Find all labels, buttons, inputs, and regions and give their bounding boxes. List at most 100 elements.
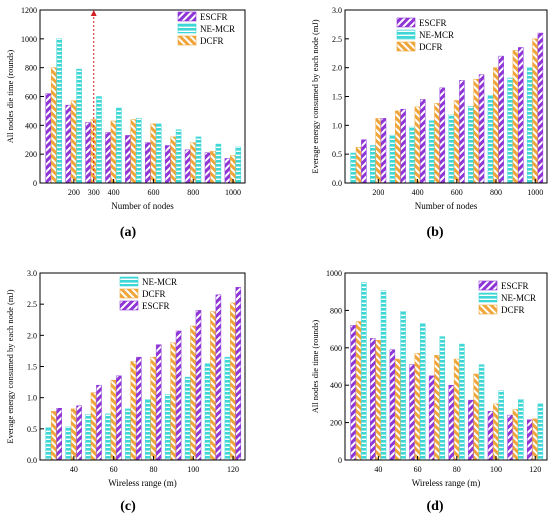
panel-d-legend-swatch-dcfr bbox=[478, 304, 498, 315]
panel-b-legend-label-escfr: ESCFR bbox=[419, 18, 447, 28]
panel-a-ytick-label: 200 bbox=[25, 150, 37, 159]
panel-b-legend-swatch-escfr bbox=[396, 17, 416, 28]
panel-b-legend-label-dcfr: DCFR bbox=[419, 42, 443, 52]
panel-b-bar-escfr-900 bbox=[518, 47, 524, 184]
panel-d: 0 200 400 600 800 1000 40 60 80 100 120 Wireless ra… bbox=[310, 269, 548, 514]
panel-a-legend-label-ne-mcr: NE-MCR bbox=[200, 24, 235, 34]
panel-d-xtick-label: 60 bbox=[414, 465, 422, 474]
panel-a-bar-escfr-600 bbox=[145, 142, 151, 184]
panel-c-xtick-label: 100 bbox=[187, 465, 199, 474]
panel-b-bar-ne-mcr-900 bbox=[507, 77, 513, 184]
panel-c-ylabel: Everage energy consumed by each node (mJ… bbox=[5, 289, 15, 443]
panel-d-axes-frame bbox=[344, 272, 548, 461]
panel-d-bar-ne-mcr-110 bbox=[518, 398, 524, 461]
panel-c-bar-escfr-90 bbox=[175, 330, 182, 461]
panel-c-bar-escfr-40 bbox=[76, 405, 82, 461]
panel-d-bar-dcfr-60 bbox=[414, 353, 421, 461]
panel-a-legend: ESCFR NE-MCR DCFR bbox=[177, 11, 235, 46]
panel-b-bar-escfr-700 bbox=[478, 74, 485, 184]
panel-c-legend-label-dcfr: DCFR bbox=[142, 289, 166, 299]
panel-a-legend-label-escfr: ESCFR bbox=[200, 12, 228, 22]
panel-d-bar-escfr-90 bbox=[468, 399, 474, 461]
panel-d-legend: ESCFR NE-MCR DCFR bbox=[478, 280, 536, 315]
panel-c-legend-swatch-dcfr bbox=[119, 288, 139, 299]
panel-c-bar-dcfr-100 bbox=[190, 325, 196, 461]
panel-b-bar-ne-mcr-700 bbox=[468, 106, 474, 184]
panel-a-bar-escfr-300 bbox=[85, 122, 91, 184]
panel-a-bar-ne-mcr-300 bbox=[96, 96, 102, 184]
panel-c-xtick-label: 40 bbox=[70, 465, 78, 474]
panel-c-ytick-label: 0.5 bbox=[27, 425, 37, 434]
panel-a-bar-escfr-200 bbox=[65, 104, 71, 184]
panel-a-bar-escfr-1000 bbox=[224, 158, 231, 184]
panel-a-bar-dcfr-500 bbox=[130, 119, 137, 184]
panel-d-bar-escfr-40 bbox=[370, 338, 376, 461]
panel-b-bar-ne-mcr-600 bbox=[448, 114, 454, 184]
panel-c-bar-dcfr-60 bbox=[110, 379, 117, 461]
panel-c-legend-label-ne-mcr: NE-MCR bbox=[142, 277, 177, 287]
panel-c-bar-ne-mcr-120 bbox=[224, 356, 231, 461]
panel-c-xtick-label: 120 bbox=[227, 465, 239, 474]
panel-b-ytick-label: 2.5 bbox=[332, 35, 342, 44]
panel-d-bar-ne-mcr-60 bbox=[419, 323, 426, 461]
panel-d-legend-label-dcfr: DCFR bbox=[501, 305, 525, 315]
panel-b-bar-ne-mcr-800 bbox=[487, 95, 494, 184]
panel-c-legend-swatch-escfr bbox=[119, 300, 139, 311]
panel-b-bar-dcfr-600 bbox=[453, 100, 460, 184]
panel-d-legend-label-ne-mcr: NE-MCR bbox=[501, 293, 536, 303]
panel-d-legend-swatch-ne-mcr bbox=[478, 292, 498, 303]
panel-c-xtick-label: 80 bbox=[149, 465, 157, 474]
panel-c-legend-swatch-ne-mcr bbox=[119, 276, 139, 287]
panel-a-legend-swatch-ne-mcr bbox=[177, 23, 197, 34]
panel-a-xtick-label: 800 bbox=[187, 188, 199, 197]
panel-d-bar-ne-mcr-70 bbox=[439, 336, 446, 461]
panel-b-ylabel: Everage energy consumed by each node (mJ… bbox=[310, 19, 320, 173]
panel-c-ytick-label: 0.0 bbox=[27, 456, 37, 465]
panel-a-label: (a) bbox=[120, 225, 137, 240]
panel-c-ytick-label: 1.5 bbox=[27, 363, 37, 372]
panel-c-bar-ne-mcr-60 bbox=[105, 413, 111, 461]
panel-a-ytick-label: 600 bbox=[25, 93, 37, 102]
panel-a-bar-escfr-400 bbox=[105, 132, 111, 184]
panel-d-bar-escfr-50 bbox=[389, 349, 396, 461]
panel-b-ytick-label: 1.5 bbox=[332, 93, 342, 102]
panel-c-legend-label-escfr: ESCFR bbox=[142, 301, 170, 311]
panel-d-xtick-label: 120 bbox=[529, 465, 541, 474]
panel-a-bar-dcfr-1000 bbox=[230, 155, 236, 184]
panel-a-bar-ne-mcr-700 bbox=[175, 129, 182, 184]
panel-b-legend-swatch-dcfr bbox=[396, 41, 416, 52]
panel-b-bar-escfr-100 bbox=[361, 139, 367, 184]
panel-b-bar-dcfr-1000 bbox=[532, 38, 538, 184]
panel-d-ytick-label: 400 bbox=[330, 381, 342, 390]
panel-d-ytick-label: 0 bbox=[338, 456, 342, 465]
panel-a-bar-ne-mcr-400 bbox=[116, 107, 122, 184]
panel-c-bar-escfr-110 bbox=[215, 294, 222, 461]
panel-b-ytick-label: 0.0 bbox=[332, 179, 342, 188]
panel-d-bar-dcfr-120 bbox=[532, 418, 538, 461]
panel-b-xlabel: Number of nodes bbox=[415, 201, 478, 211]
panel-a-plot: 0 200 400 600 800 1000 1200 200 300 400 600 800 1000… bbox=[5, 6, 246, 211]
panel-c-bar-dcfr-80 bbox=[150, 356, 157, 461]
panel-d-bar-escfr-80 bbox=[448, 384, 454, 461]
panel-b-bar-escfr-1000 bbox=[537, 32, 544, 184]
panel-a-ylabel: All nodes die time (rounds) bbox=[5, 50, 15, 144]
panel-d-bar-ne-mcr-30 bbox=[361, 282, 367, 461]
panel-a: 0 200 400 600 800 1000 1200 200 300 400 600 800 1000… bbox=[5, 6, 246, 240]
panel-d-label: (d) bbox=[426, 499, 443, 514]
panel-c-bar-ne-mcr-110 bbox=[204, 363, 211, 461]
panel-d-bar-dcfr-90 bbox=[473, 373, 479, 461]
panel-a-xtick-label: 400 bbox=[108, 188, 120, 197]
panel-d-bar-ne-mcr-120 bbox=[537, 403, 544, 461]
panel-c-bar-dcfr-120 bbox=[230, 302, 236, 461]
panel-b-bar-dcfr-700 bbox=[473, 78, 479, 184]
panel-d-xlabel: Wireless range (m) bbox=[412, 478, 481, 488]
panel-b-bar-ne-mcr-100 bbox=[350, 152, 356, 184]
panel-b-ytick-label: 1.0 bbox=[332, 121, 342, 130]
panel-a-bar-dcfr-800 bbox=[190, 142, 196, 184]
panel-c-bar-escfr-120 bbox=[235, 287, 242, 461]
panel-a-ytick-label: 800 bbox=[25, 64, 37, 73]
panel-b-label: (b) bbox=[426, 225, 443, 240]
panel-c-bar-escfr-50 bbox=[96, 384, 102, 461]
panel-b: 0.0 0.5 1.0 1.5 2.0 2.5 3.0 200 400 600 800 1000 Num… bbox=[310, 6, 548, 240]
panel-c-ytick-label: 1.0 bbox=[27, 394, 37, 403]
